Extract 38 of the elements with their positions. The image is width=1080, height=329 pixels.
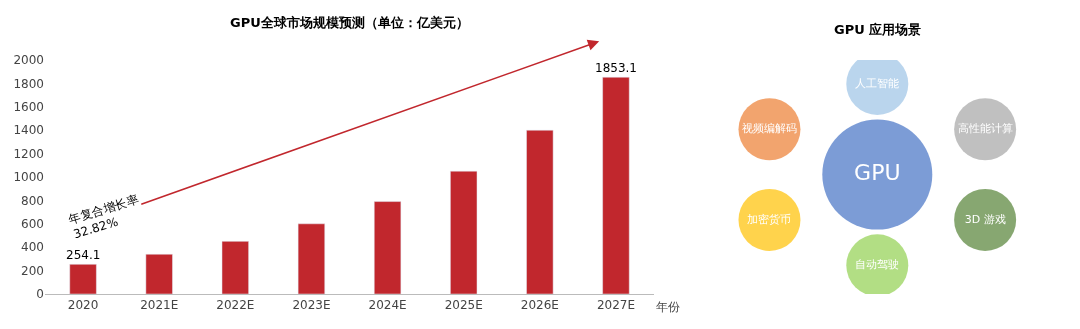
bar: [145, 253, 173, 294]
y-tick-label: 1600: [13, 100, 44, 114]
x-tick-label: 2026E: [520, 298, 559, 313]
bar: [297, 223, 326, 294]
text: GPU 应用场景: [834, 22, 922, 37]
bar: [450, 170, 478, 294]
x-tick-label: 2025E: [444, 298, 483, 313]
x-tick-label: 2021E: [140, 298, 179, 313]
y-tick-label: 400: [21, 240, 44, 255]
x-axis-title: 年份: [656, 300, 680, 314]
category-label: 自动驾驶: [855, 258, 900, 272]
bar: [526, 129, 554, 294]
category-label: 视频编解码: [741, 121, 797, 135]
category-label: 加密货币: [747, 212, 792, 226]
y-tick-label: 200: [21, 263, 44, 278]
x-tick-label: 2027E: [596, 298, 635, 313]
category-label: 3D 游戏: [964, 212, 1006, 226]
x-tick-label: 2024E: [368, 298, 407, 313]
data-label: 254.1: [66, 248, 101, 262]
y-tick-label: 0: [36, 287, 44, 302]
x-tick-label: 2022E: [216, 298, 255, 313]
bar: [602, 76, 630, 294]
category-label: 人工智能: [855, 76, 900, 90]
x-tick-label: 2020: [67, 298, 99, 313]
y-tick-label: 1000: [13, 170, 44, 185]
data-label: 1853.1: [595, 61, 637, 75]
chart-title: GPU全球市场规模预测（单位：亿美元）: [230, 15, 469, 30]
y-tick-label: 1400: [13, 123, 44, 138]
bar: [373, 201, 402, 294]
bar: [69, 264, 97, 294]
y-tick-label: 1800: [13, 76, 44, 91]
category-label: GPU: [854, 160, 901, 186]
bar: [221, 241, 249, 294]
y-tick-label: 2000: [13, 53, 44, 68]
y-tick-label: 800: [21, 193, 44, 208]
x-tick-label: 2023E: [292, 298, 331, 313]
y-tick-label: 1200: [13, 146, 44, 161]
y-tick-label: 600: [21, 217, 44, 231]
